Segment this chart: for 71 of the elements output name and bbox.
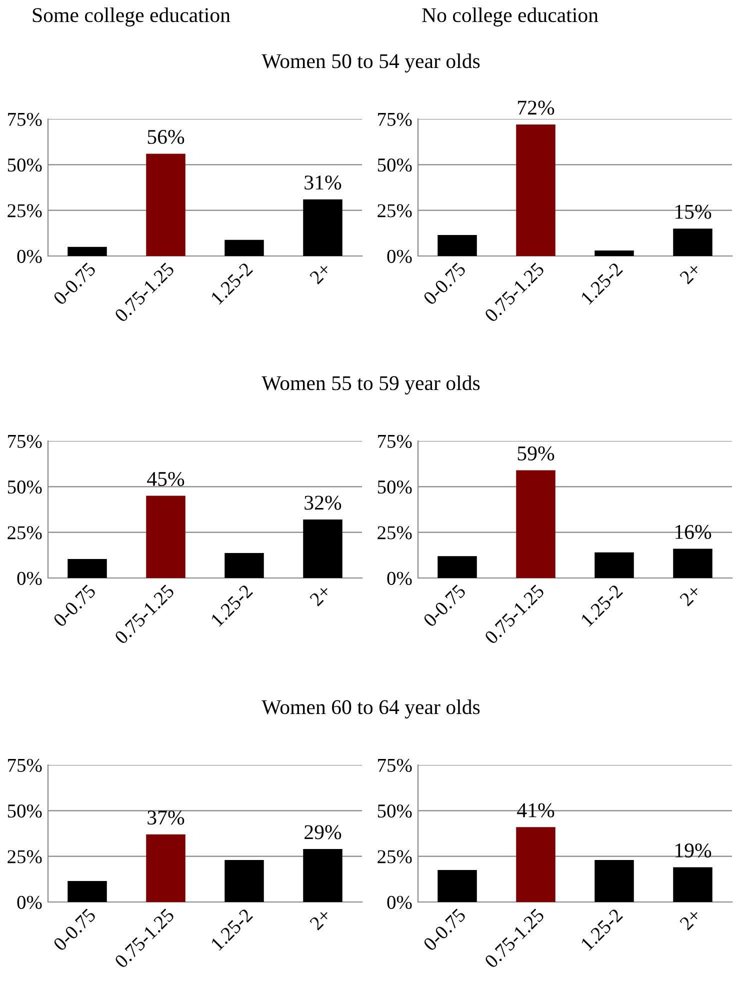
bar — [673, 867, 712, 902]
y-tick-label: 0% — [387, 572, 412, 585]
y-tick-label: 75% — [8, 112, 42, 126]
bar — [516, 124, 556, 256]
y-tick-label: 0% — [17, 896, 42, 909]
y-tick-label: 25% — [8, 850, 42, 864]
data-label: 56% — [148, 130, 184, 144]
x-tick-label: 2+ — [679, 584, 702, 606]
bar — [146, 496, 186, 578]
data-label: 72% — [518, 100, 554, 115]
bar — [673, 228, 712, 256]
chart-title: Women 55 to 59 year olds — [262, 376, 480, 394]
data-label: 29% — [304, 825, 342, 840]
y-tick-label: 50% — [8, 480, 42, 494]
bar — [68, 559, 107, 578]
bar — [438, 870, 477, 902]
chart-subtitle: Some college education — [32, 8, 230, 26]
bar — [594, 860, 634, 902]
bar — [516, 470, 556, 578]
bar — [68, 246, 107, 256]
x-tick-label: 2+ — [309, 262, 332, 284]
y-tick-label: 75% — [8, 758, 42, 772]
y-tick-label: 25% — [378, 204, 412, 218]
y-tick-label: 75% — [378, 112, 412, 126]
data-label: 37% — [148, 810, 184, 825]
data-label: 45% — [147, 472, 184, 486]
y-tick-label: 25% — [8, 526, 42, 540]
bar — [594, 552, 634, 578]
data-label: 59% — [518, 446, 554, 461]
bar — [224, 860, 264, 902]
y-tick-label: 75% — [8, 434, 42, 448]
x-tick-label: 2+ — [309, 584, 332, 606]
y-tick-label: 25% — [378, 526, 412, 540]
y-tick-label: 50% — [378, 804, 412, 818]
bar — [68, 880, 107, 902]
x-tick-label: 2+ — [679, 262, 702, 284]
chart-subtitle: No college education — [422, 8, 598, 26]
x-tick-label: 2+ — [679, 908, 702, 930]
data-label: 16% — [675, 524, 712, 540]
y-tick-label: 50% — [8, 158, 42, 172]
bar — [303, 199, 342, 256]
y-tick-label: 50% — [378, 158, 412, 172]
bar — [224, 552, 264, 578]
chart-title: Women 50 to 54 year olds — [262, 54, 480, 72]
data-label: 31% — [304, 176, 342, 190]
bar — [303, 849, 342, 902]
y-tick-label: 0% — [387, 896, 412, 909]
bar — [673, 548, 712, 578]
bar — [438, 234, 477, 256]
y-tick-label: 25% — [8, 204, 42, 218]
y-tick-label: 50% — [378, 480, 412, 494]
y-tick-label: 75% — [378, 434, 412, 448]
y-tick-label: 75% — [378, 758, 412, 772]
chart-title: Women 60 to 64 year olds — [262, 700, 480, 718]
y-tick-label: 0% — [17, 250, 42, 263]
y-tick-label: 0% — [17, 572, 42, 585]
data-label: 15% — [675, 204, 712, 219]
data-label: 32% — [304, 496, 342, 510]
bar — [438, 556, 477, 578]
y-tick-label: 25% — [378, 850, 412, 864]
y-tick-label: 0% — [387, 250, 412, 263]
data-label: 19% — [675, 843, 712, 858]
x-tick-label: 2+ — [309, 908, 332, 930]
data-label: 41% — [517, 803, 554, 818]
bar — [146, 834, 186, 902]
bar — [224, 240, 264, 256]
y-tick-label: 50% — [8, 804, 42, 818]
bar — [516, 827, 556, 902]
bar — [303, 520, 342, 578]
bar — [146, 154, 186, 256]
bar — [594, 250, 634, 256]
